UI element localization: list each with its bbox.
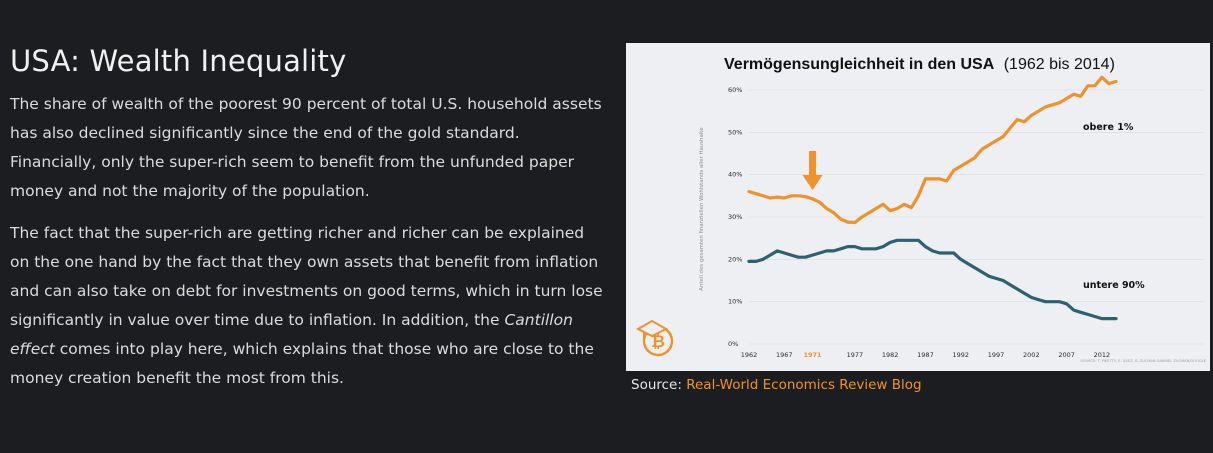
series-labels: obere 1% untere 90%: [1083, 122, 1145, 291]
highlight-arrow-icon: [802, 151, 823, 190]
source-caption: Source: Real-World Economics Review Blog: [631, 377, 922, 393]
y-tick-label: 20%: [728, 255, 742, 263]
paragraph-1: The share of wealth of the poorest 90 pe…: [10, 95, 602, 200]
paragraph-2: The fact that the super-rich are getting…: [10, 219, 608, 393]
article: USA: Wealth Inequality The share of weal…: [10, 44, 608, 406]
wealth-inequality-chart: Vermögensungleichheit in den USA (1962 b…: [635, 56, 1207, 363]
x-tick-label: 2002: [1023, 351, 1040, 359]
cantillon-effect-term: Cantillon effect: [10, 311, 573, 358]
y-tick-label: 40%: [728, 171, 742, 179]
chart-title: Vermögensungleichheit in den USA (1962 b…: [724, 56, 1115, 73]
chart-figure: Vermögensungleichheit in den USA (1962 b…: [626, 43, 1210, 371]
y-tick-label: 10%: [728, 298, 742, 306]
svg-text:₿: ₿: [651, 332, 665, 352]
page-title: USA: Wealth Inequality: [10, 44, 347, 78]
y-tick-label: 0%: [728, 340, 738, 348]
chart-title-bold: Vermögensungleichheit in den USA: [724, 56, 995, 73]
x-tick-label: 1992: [952, 351, 969, 359]
x-tick-label: 1987: [917, 351, 934, 359]
paragraph-2-text-a: The fact that the super-rich are getting…: [10, 224, 603, 329]
series-label-top1: obere 1%: [1083, 122, 1134, 133]
x-tick-label: 2012: [1094, 351, 1111, 359]
source-prefix: Source:: [631, 377, 687, 393]
y-tick-labels: 0% 10% 20% 30% 40% 50% 60%: [728, 86, 742, 348]
y-tick-label: 60%: [728, 86, 742, 94]
x-tick-label: 1997: [988, 351, 1005, 359]
x-tick-label: 1982: [882, 351, 899, 359]
bitcoin-school-logo-icon: ₿: [635, 319, 674, 357]
y-tick-label: 50%: [728, 128, 742, 136]
x-tick-label: 2007: [1058, 351, 1075, 359]
y-tick-label: 30%: [728, 213, 742, 221]
series-lines: [747, 75, 1118, 321]
x-tick-label: 1962: [741, 351, 758, 359]
series-line: [747, 75, 1118, 225]
x-tick-labels: 1962 1967 1971 1977 1982 1987 1992 1997 2002 2007…: [741, 351, 1110, 359]
x-tick-label: 1977: [847, 351, 864, 359]
chart-title-light: (1962 bis 2014): [1004, 56, 1115, 73]
x-tick-label: 1967: [776, 351, 793, 359]
series-line: [747, 238, 1118, 321]
paragraph-2-text-b: comes into play here, which explains tha…: [10, 340, 594, 387]
chart-source-note: SOURCE: T. PIKETTY, E. SAEZ, G. ZUCMAN G…: [1080, 359, 1206, 363]
series-label-bottom90: untere 90%: [1083, 280, 1145, 291]
grid: [749, 89, 1204, 345]
source-link[interactable]: Real-World Economics Review Blog: [686, 377, 922, 393]
y-axis-label: Anteil des gesamten finanziellen Wohlsta…: [699, 127, 705, 291]
x-tick-label: 1971: [803, 351, 822, 359]
arrow-shape: [802, 151, 823, 190]
